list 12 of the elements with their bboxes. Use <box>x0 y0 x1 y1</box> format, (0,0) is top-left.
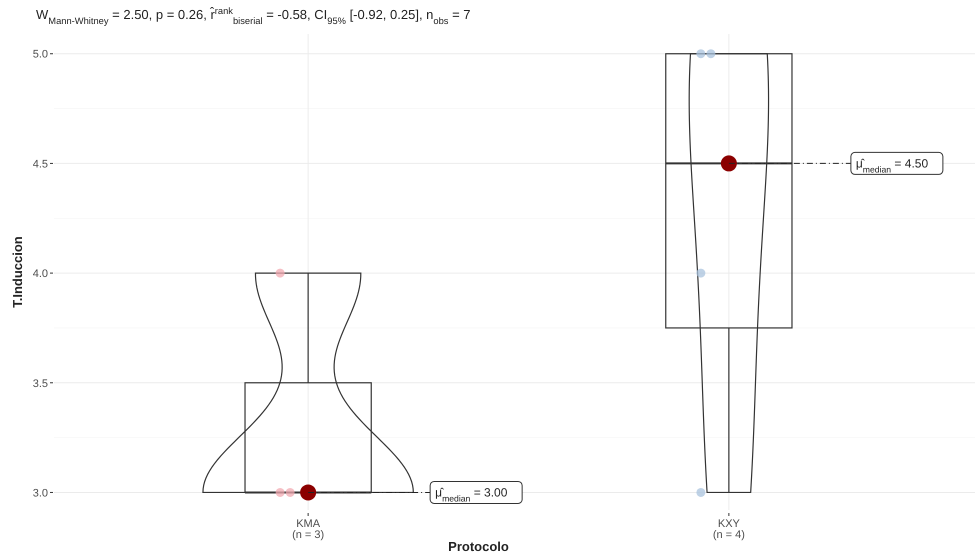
y-tick-label: 3.0 <box>32 487 48 500</box>
annotation: μ̂$_{median}$ = 3.00 <box>435 485 508 504</box>
y-axis-title: T.Induccion <box>10 236 25 308</box>
chart-title: W$_{Mann-Whitney}$ = 2.50, p = 0.26, r̂$^{rank}$$_{biserial}$ = -0.58, CI$_{95%}$ [-0.92, 0.25], n$_{obs}$ = 7 <box>36 6 471 26</box>
y-tick-label: 4.0 <box>32 268 48 280</box>
annotation: μ̂$_{median}$ = 4.50 <box>856 156 928 174</box>
y-tick-label: 4.5 <box>32 158 48 170</box>
x-tick-label: KMA (n = 3) <box>292 518 324 541</box>
x-axis-title: Protocolo <box>448 539 509 554</box>
x-tick-label: KXY (n = 4) <box>712 518 745 541</box>
y-tick-label: 3.5 <box>32 378 48 390</box>
y-tick-label: 5.0 <box>32 48 48 61</box>
